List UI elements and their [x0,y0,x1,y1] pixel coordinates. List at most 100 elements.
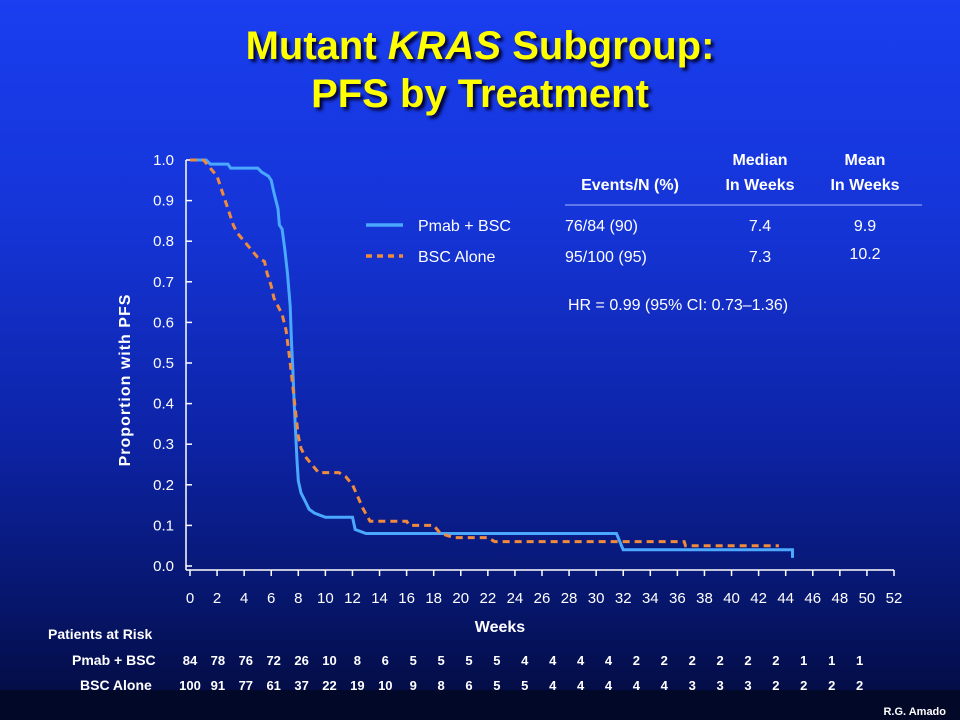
title-line1-post: Subgroup: [501,24,715,68]
x-tick-label: 24 [507,590,524,607]
risk-title: Patients at Risk [48,626,152,642]
title-line-2: PFS by Treatment [311,72,649,116]
x-tick-label: 2 [213,590,221,607]
risk-value-bsc: 100 [179,678,201,693]
chart-curves [190,158,794,558]
patients-at-risk: Patients at Risk Pmab + BSC BSC Alone 84… [48,626,863,693]
legend-table: Median In Weeks Mean In Weeks Events/N (… [366,152,922,314]
y-tick-label: 0.0 [153,558,174,575]
risk-value-bsc: 6 [465,678,472,693]
pmab-events: 76/84 (90) [565,218,638,235]
y-tick-label: 1.0 [153,152,174,169]
hazard-ratio: HR = 0.99 (95% CI: 0.73–1.36) [568,297,788,314]
x-tick-label: 36 [669,590,686,607]
chart-axes: 0.00.10.20.30.40.50.60.70.80.91.00 2 4 6 8 10… [153,152,902,607]
x-tick-label: 4 [240,590,248,607]
risk-value-pmab: 78 [211,653,225,668]
y-tick-label: 0.3 [153,436,174,453]
x-tick-label: 12 [344,590,361,607]
risk-value-pmab: 1 [800,653,807,668]
y-tick-label: 0.7 [153,274,174,291]
risk-row-pmab-label: Pmab + BSC [72,652,156,668]
risk-value-bsc: 91 [211,678,225,693]
risk-value-pmab: 5 [410,653,417,668]
risk-value-pmab: 4 [577,653,585,668]
risk-value-pmab: 1 [828,653,835,668]
risk-value-bsc: 4 [577,678,585,693]
y-tick-label: 0.2 [153,477,174,494]
risk-value-bsc: 4 [633,678,641,693]
col-mean-line2: In Weeks [830,177,899,194]
y-tick-label: 0.9 [153,193,174,210]
col-median-line1: Median [732,152,787,169]
y-axis-label: Proportion with PFS [117,294,134,467]
risk-value-pmab: 4 [549,653,557,668]
risk-value-bsc: 2 [828,678,835,693]
pmab-mean: 9.9 [854,218,876,235]
x-axis-label: Weeks [475,619,526,636]
risk-value-pmab: 2 [689,653,696,668]
bottom-band [0,690,960,720]
x-tick-label: 42 [750,590,767,607]
col-mean-line1: Mean [845,152,886,169]
x-tick-label: 30 [588,590,605,607]
risk-value-pmab: 4 [521,653,529,668]
x-tick-label: 48 [832,590,849,607]
legend-bsc-label: BSC Alone [418,249,495,266]
risk-value-pmab: 2 [744,653,751,668]
risk-value-pmab: 6 [382,653,389,668]
x-tick-label: 0 [186,590,194,607]
risk-value-bsc: 77 [239,678,253,693]
risk-value-bsc: 19 [350,678,364,693]
series-bsc-alone [190,158,779,548]
y-tick-label: 0.6 [153,314,174,331]
risk-value-pmab: 76 [239,653,253,668]
risk-value-pmab: 72 [266,653,280,668]
risk-value-pmab: 84 [183,653,198,668]
risk-value-bsc: 37 [294,678,308,693]
risk-row-bsc-label: BSC Alone [80,677,152,693]
x-tick-label: 26 [534,590,551,607]
x-tick-label: 44 [777,590,794,607]
x-tick-label: 8 [294,590,302,607]
x-tick-label: 10 [317,590,334,607]
risk-value-bsc: 5 [521,678,528,693]
risk-value-pmab: 4 [605,653,613,668]
pmab-median: 7.4 [749,218,771,235]
risk-value-bsc: 10 [378,678,392,693]
risk-value-pmab: 5 [437,653,444,668]
y-tick-label: 0.8 [153,233,174,250]
risk-value-bsc: 3 [744,678,751,693]
risk-value-bsc: 4 [549,678,557,693]
risk-value-bsc: 2 [856,678,863,693]
x-tick-label: 14 [371,590,388,607]
x-tick-label: 34 [642,590,659,607]
risk-value-bsc: 3 [716,678,723,693]
risk-value-bsc: 22 [322,678,336,693]
risk-value-bsc: 5 [493,678,500,693]
title-line-1: Mutant KRAS Subgroup: [0,22,960,70]
x-tick-label: 18 [425,590,442,607]
risk-value-pmab: 2 [716,653,723,668]
x-tick-label: 20 [452,590,469,607]
risk-value-pmab: 2 [772,653,779,668]
risk-value-pmab: 1 [856,653,863,668]
risk-value-bsc: 4 [605,678,613,693]
risk-value-pmab: 10 [322,653,336,668]
x-tick-label: 16 [398,590,415,607]
risk-value-bsc: 4 [661,678,669,693]
col-median-line2: In Weeks [725,177,794,194]
series-pmab-bsc [190,158,794,558]
risk-value-pmab: 5 [465,653,472,668]
title-line1-pre: Mutant [245,24,388,68]
bsc-events: 95/100 (95) [565,249,647,266]
x-tick-label: 40 [723,590,740,607]
x-tick-label: 28 [561,590,578,607]
x-tick-label: 50 [859,590,876,607]
bsc-mean: 10.2 [849,246,880,263]
risk-value-bsc: 2 [800,678,807,693]
col-events: Events/N (%) [581,177,679,194]
risk-value-bsc: 3 [689,678,696,693]
risk-value-bsc: 2 [772,678,779,693]
